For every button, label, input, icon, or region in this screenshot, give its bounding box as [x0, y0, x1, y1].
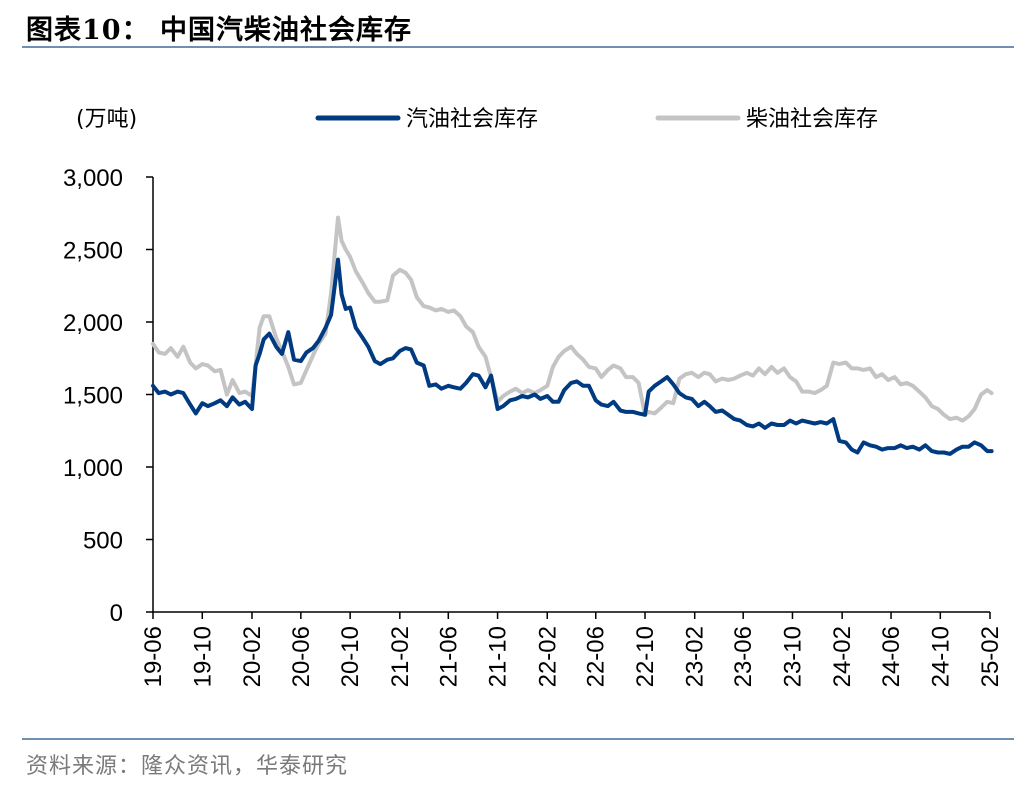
x-tick-label: 20-10	[337, 626, 364, 687]
x-tick-label: 22-10	[632, 626, 659, 687]
y-tick-label: 2,000	[63, 310, 123, 337]
bottom-divider	[22, 738, 1014, 740]
x-tick-label: 24-06	[878, 626, 905, 687]
y-tick-label: 500	[83, 528, 123, 555]
y-tick-label: 0	[110, 600, 123, 627]
x-tick-label: 24-02	[829, 626, 856, 687]
line-chart: (万吨) 汽油社会库存 柴油社会库存 0 500 1,000 1,500 2,000 2,5…	[63, 107, 1004, 687]
x-tick-label: 22-02	[534, 626, 561, 687]
source-note: 资料来源：隆众资讯，华泰研究	[26, 754, 349, 779]
x-tick-label: 20-02	[239, 626, 266, 687]
y-tick-label: 3,000	[63, 165, 123, 192]
y-unit-label: (万吨)	[76, 107, 137, 132]
legend-label: 汽油社会库存	[406, 107, 538, 132]
x-tick-label: 25-02	[977, 626, 1004, 687]
x-tick-label: 19-06	[140, 626, 167, 687]
page-title: 图表10： 中国汽柴油社会库存	[26, 15, 412, 46]
y-tick-label: 1,000	[63, 455, 123, 482]
x-tick-label: 22-06	[583, 626, 610, 687]
series-line-gasoline	[151, 257, 994, 456]
x-tick-label: 20-06	[288, 626, 315, 687]
legend: 汽油社会库存 柴油社会库存	[315, 107, 878, 132]
x-tick-label: 21-10	[485, 626, 512, 687]
series-layer	[151, 215, 994, 456]
x-tick-label: 23-10	[779, 626, 806, 687]
top-divider	[22, 46, 1014, 48]
axes: 0 500 1,000 1,500 2,000 2,500 3,000 19-06 19-10 2…	[63, 165, 1004, 687]
x-tick-label: 23-06	[730, 626, 757, 687]
legend-label: 柴油社会库存	[746, 107, 878, 132]
x-tick-label: 21-06	[435, 626, 462, 687]
x-tick-label: 21-02	[387, 626, 414, 687]
y-tick-label: 1,500	[63, 383, 123, 410]
series-line-diesel	[151, 215, 994, 423]
x-tick-label: 23-02	[682, 626, 709, 687]
y-tick-label: 2,500	[63, 238, 123, 265]
x-tick-label: 24-10	[927, 626, 954, 687]
x-tick-label: 19-10	[189, 626, 216, 687]
